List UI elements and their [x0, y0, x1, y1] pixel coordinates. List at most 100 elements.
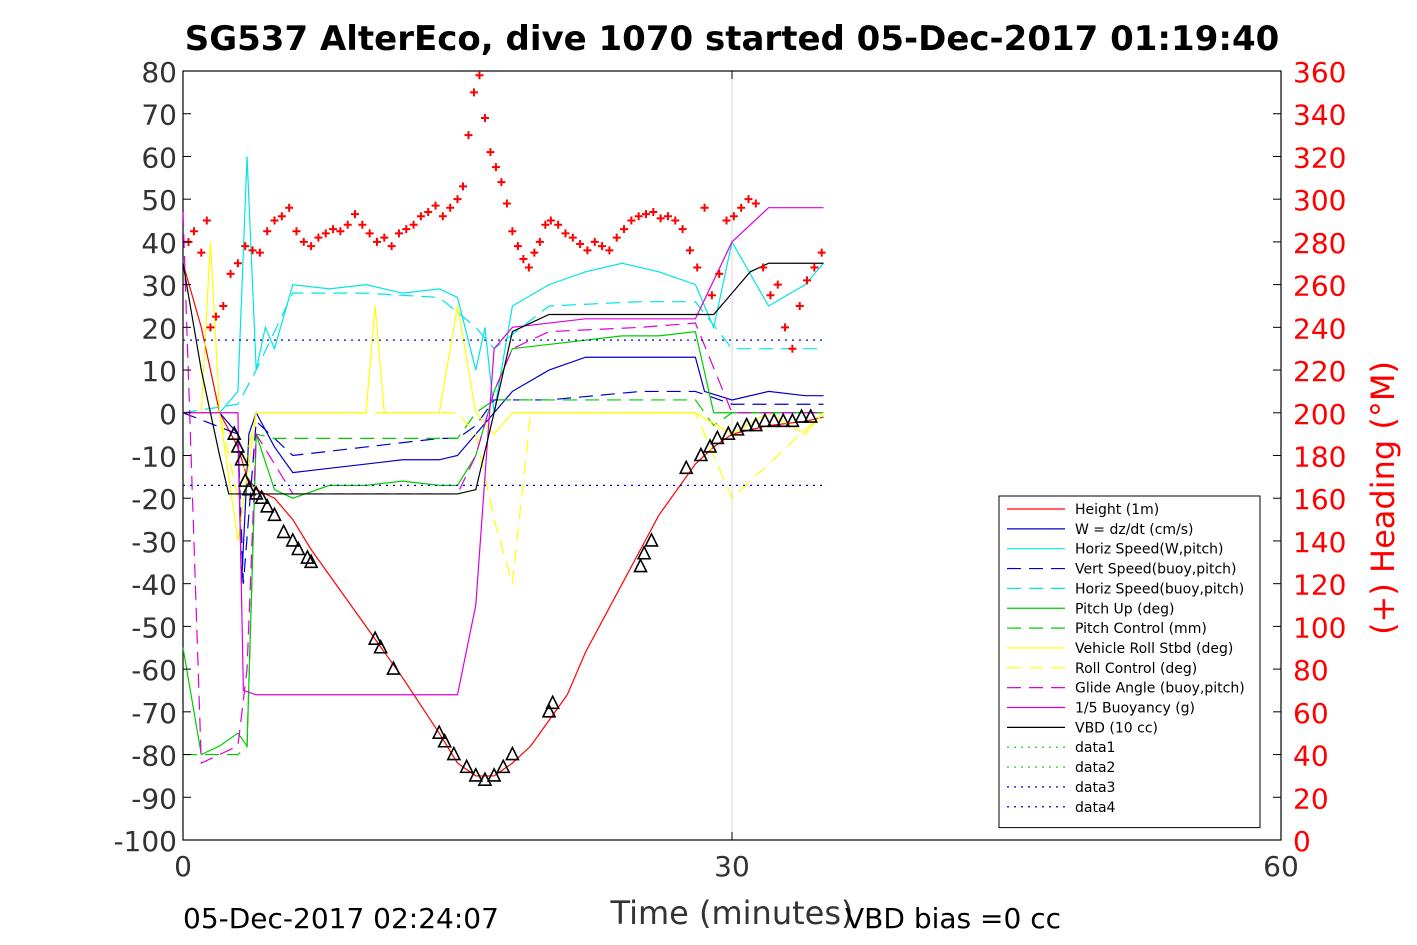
depth-triangle-marker: [757, 412, 773, 428]
heading-marker: [519, 254, 528, 263]
depth-triangle-marker: [373, 638, 388, 654]
heading-marker: [424, 207, 433, 216]
y-right-tick-label: 220: [1293, 355, 1346, 388]
heading-marker: [576, 240, 585, 249]
heading-marker: [491, 163, 500, 172]
series-line-9: [183, 412, 824, 584]
heading-marker: [685, 246, 694, 255]
series-line-4: [182, 390, 824, 584]
x-tick-label: 60: [1263, 850, 1299, 883]
depth-triangle-marker: [290, 540, 306, 556]
x-tick-label: 0: [174, 850, 192, 883]
heading-marker: [431, 201, 440, 210]
depth-triangle-marker: [505, 745, 520, 761]
legend-entry: data3: [1075, 780, 1115, 796]
y-right-tick-label: 40: [1293, 740, 1329, 773]
y-tick-label: -70: [131, 697, 177, 730]
legend-entry: Glide Angle (buoy,pitch): [1075, 681, 1245, 697]
y-right-tick-label: 0: [1293, 825, 1311, 858]
heading-marker: [707, 291, 716, 300]
depth-triangle-marker: [234, 450, 249, 466]
depth-triangle-marker: [226, 425, 242, 440]
heading-marker: [307, 242, 316, 251]
depth-triangle-marker: [721, 425, 736, 440]
heading-marker: [554, 220, 563, 229]
y-tick-label: -30: [131, 526, 177, 559]
heading-marker: [541, 220, 550, 229]
heading-marker: [568, 233, 577, 242]
depth-triangle-marker: [794, 408, 809, 423]
heading-marker: [438, 212, 447, 221]
heading-marker: [744, 195, 753, 204]
heading-marker: [336, 227, 345, 236]
heading-marker: [620, 225, 629, 234]
y-tick-label: 80: [141, 56, 177, 89]
heading-marker: [612, 233, 621, 242]
series-line-2: [183, 356, 824, 584]
heading-marker: [590, 237, 599, 246]
series-line-12: [182, 262, 824, 495]
heading-marker: [751, 199, 760, 208]
heading-marker: [475, 71, 484, 80]
heading-marker: [197, 248, 206, 257]
heading-marker: [255, 248, 264, 257]
y-tick-label: 50: [141, 184, 177, 217]
heading-marker: [561, 229, 570, 238]
heading-marker: [372, 237, 381, 246]
heading-marker: [535, 237, 544, 246]
series-line-7: [183, 399, 824, 756]
series-line-11: [183, 207, 824, 696]
depth-triangle-marker: [541, 703, 557, 718]
depth-triangle-marker: [285, 532, 301, 547]
heading-marker: [583, 246, 592, 255]
heading-marker: [759, 263, 768, 272]
heading-marker: [329, 225, 338, 234]
heading-marker: [351, 210, 360, 219]
legend-entry: data1: [1075, 740, 1115, 756]
depth-triangle-marker: [237, 472, 253, 487]
heading-marker: [270, 216, 279, 225]
heading-marker: [416, 212, 425, 221]
heading-marker: [671, 216, 680, 225]
heading-marker: [219, 301, 228, 310]
legend-entry: Pitch Up (deg): [1075, 601, 1174, 617]
heading-marker: [693, 263, 702, 272]
y-right-tick-label: 240: [1293, 312, 1346, 345]
heading-marker: [464, 131, 473, 140]
y-right-tick-label: 100: [1293, 611, 1346, 644]
heading-marker: [729, 212, 738, 221]
depth-triangle-marker: [259, 497, 275, 513]
depth-triangle-marker: [276, 523, 291, 539]
heading-marker: [365, 229, 374, 238]
depth-triangle-marker: [230, 438, 246, 453]
y-tick-label: -90: [131, 782, 177, 815]
y-right-tick-label: 140: [1293, 526, 1346, 559]
heading-marker: [480, 113, 489, 122]
y-tick-label: 10: [141, 355, 177, 388]
heading-marker: [817, 248, 826, 257]
heading-marker: [458, 182, 467, 191]
x-axis-label: Time (minutes): [610, 894, 854, 932]
y-right-tick-label: 160: [1293, 483, 1346, 516]
footer-timestamp: 05-Dec-2017 02:24:07: [183, 902, 499, 935]
depth-triangle-marker: [775, 412, 791, 428]
y-tick-label: -20: [131, 483, 177, 516]
depth-triangle-marker: [468, 767, 484, 782]
legend-entry: data4: [1075, 800, 1116, 816]
series-line-3: [183, 156, 824, 414]
depth-triangle-marker: [739, 416, 754, 432]
y-tick-label: -40: [131, 569, 177, 602]
heading-marker: [678, 225, 687, 234]
heading-marker: [722, 216, 731, 225]
legend-entry: W = dz/dt (cm/s): [1075, 522, 1194, 538]
depth-triangle-marker: [803, 408, 818, 423]
depth-triangle-marker: [644, 532, 659, 547]
y-right-tick-label: 320: [1293, 141, 1346, 174]
legend-entry: 1/5 Buoyancy (g): [1075, 701, 1195, 717]
y-right-tick-label: 200: [1293, 398, 1346, 431]
heading-marker: [248, 246, 257, 255]
heading-marker: [737, 203, 746, 212]
y-right-tick-label: 120: [1293, 569, 1346, 602]
depth-triangle-marker: [477, 771, 493, 786]
